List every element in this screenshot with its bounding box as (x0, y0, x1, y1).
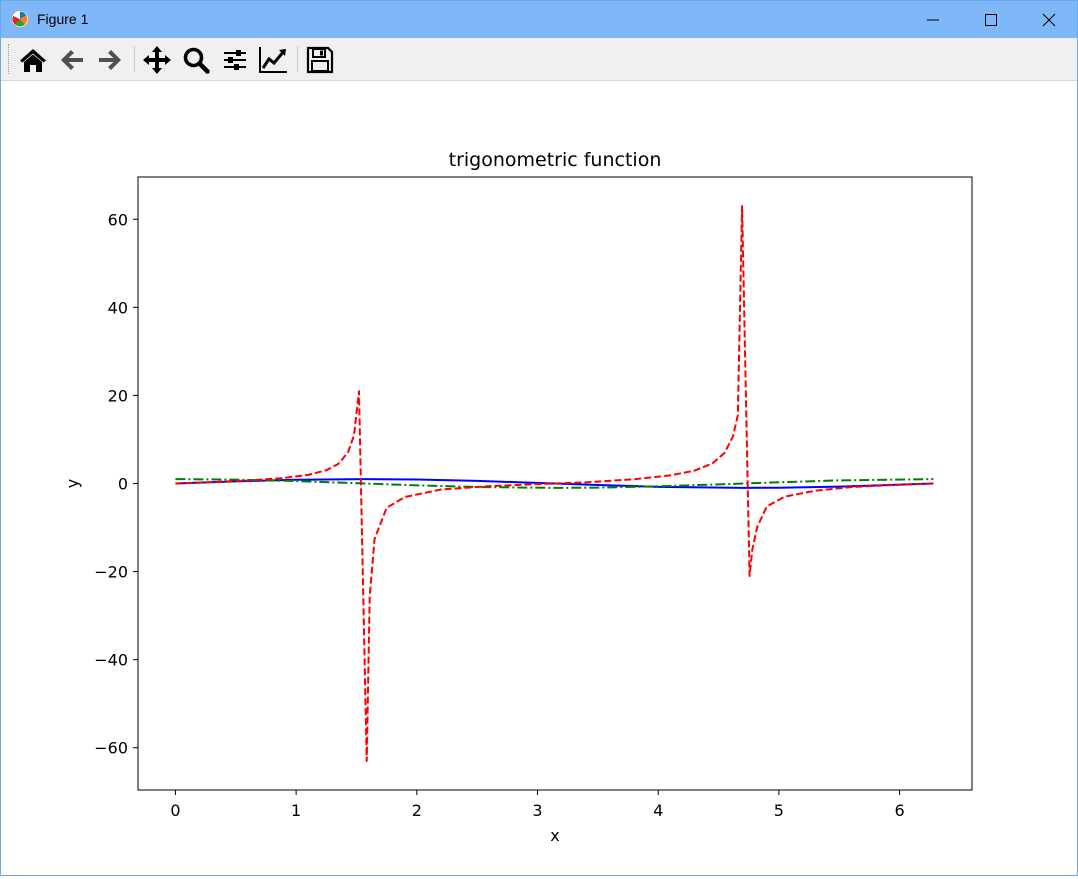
minimize-button[interactable] (904, 1, 962, 38)
zoom-button[interactable] (180, 44, 212, 76)
close-icon (1042, 13, 1056, 27)
plot-frame (137, 176, 973, 791)
home-icon (20, 49, 46, 72)
y-tick-label: 60 (108, 210, 128, 229)
y-tick-label: −20 (94, 563, 128, 582)
close-button[interactable] (1020, 1, 1078, 38)
x-tick-label: 4 (653, 801, 663, 820)
y-tick-label: 0 (118, 475, 128, 494)
pan-button[interactable] (141, 44, 173, 76)
x-tick-label: 6 (894, 801, 904, 820)
x-tick-label: 0 (170, 801, 180, 820)
x-tick-label: 5 (774, 801, 784, 820)
maximize-button[interactable] (962, 1, 1020, 38)
toolbar-separator (297, 46, 298, 72)
save-button[interactable] (304, 44, 336, 76)
home-button[interactable] (17, 44, 49, 76)
chart-line-icon (259, 47, 287, 73)
search-icon (183, 47, 210, 74)
navigation-toolbar (1, 38, 1077, 81)
series-line-sin (175, 478, 934, 489)
series-line-tan (175, 205, 934, 762)
customize-button[interactable] (257, 44, 289, 76)
arrow-right-icon (99, 50, 121, 70)
y-tick-label: −60 (94, 739, 128, 758)
y-tick-label: −40 (94, 651, 128, 670)
toolbar-grip (8, 44, 11, 74)
series-line-cos (175, 478, 934, 489)
title-bar[interactable]: Figure 1 (1, 1, 1077, 38)
toolbar-separator (134, 46, 135, 72)
x-tick-label: 1 (291, 801, 301, 820)
window-title: Figure 1 (37, 11, 89, 27)
move-icon (143, 46, 171, 74)
y-axis-label: y (63, 479, 82, 488)
chart[interactable]: trigonometric function 0 1 2 3 4 5 6 −60 −40 −20 0 2… (2, 81, 1077, 875)
x-axis-label: x (550, 826, 559, 845)
chart-title: trigonometric function (449, 149, 662, 171)
x-tick-label: 2 (412, 801, 422, 820)
y-tick-label: 40 (108, 298, 128, 317)
save-icon (306, 46, 334, 74)
maximize-icon (985, 14, 997, 26)
arrow-left-icon (61, 50, 83, 70)
minimize-icon (927, 19, 939, 21)
figure-canvas[interactable]: trigonometric function 0 1 2 3 4 5 6 −60 −40 −20 0 2… (2, 81, 1077, 879)
back-button[interactable] (56, 44, 88, 76)
y-tick-label: 20 (108, 386, 128, 405)
subplots-button[interactable] (219, 44, 251, 76)
x-tick-label: 3 (532, 801, 542, 820)
sliders-icon (224, 50, 246, 70)
forward-button[interactable] (94, 44, 126, 76)
matplotlib-logo-icon (11, 10, 29, 28)
